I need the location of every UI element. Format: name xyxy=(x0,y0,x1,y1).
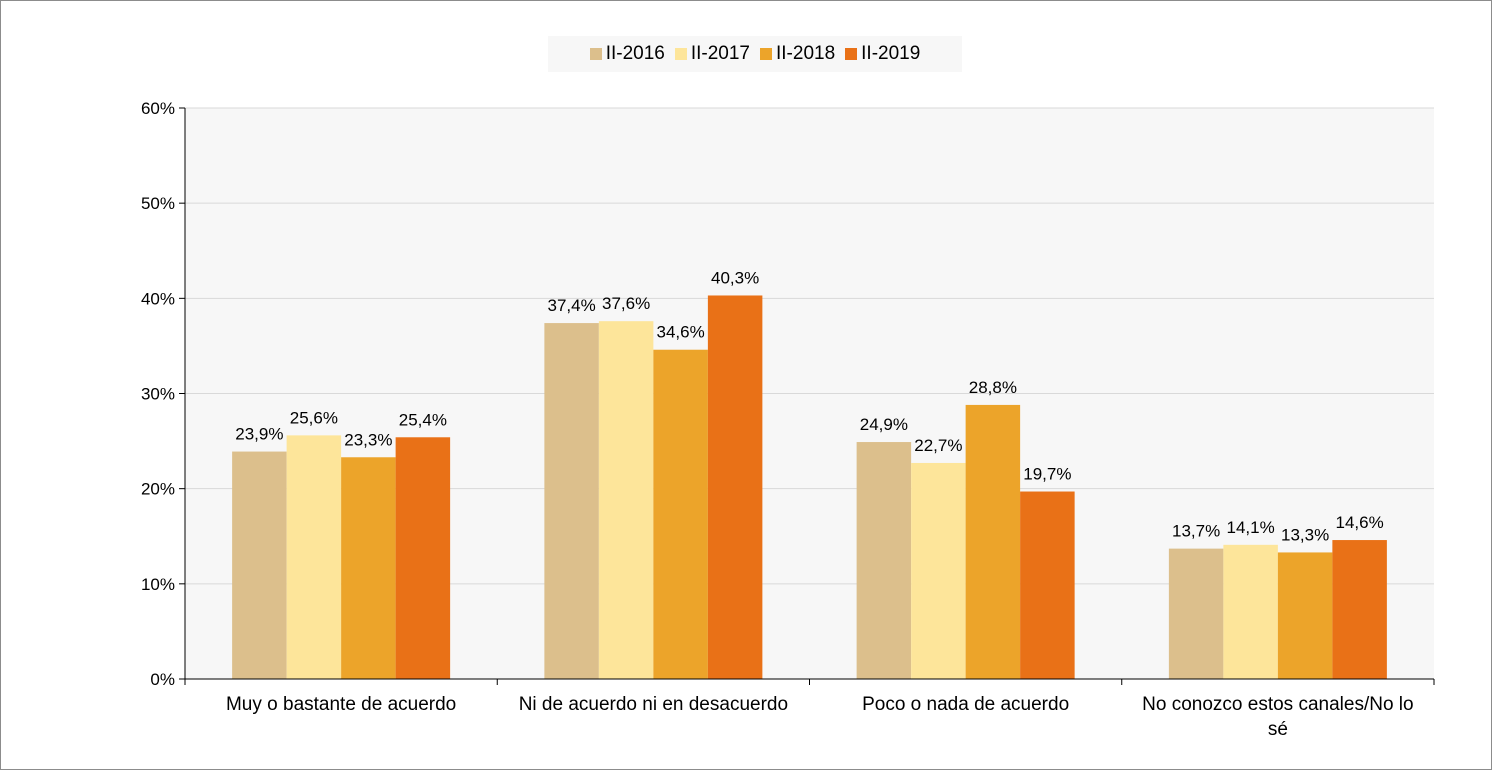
legend-label: II-2018 xyxy=(776,43,836,64)
data-label: 13,7% xyxy=(1172,522,1220,541)
x-category-label: Muy o bastante de acuerdo xyxy=(226,694,456,715)
data-label: 23,9% xyxy=(235,425,283,444)
data-label: 28,8% xyxy=(969,378,1017,397)
legend-swatch xyxy=(674,48,687,60)
data-label: 37,4% xyxy=(548,296,596,315)
legend-label: II-2019 xyxy=(861,43,921,64)
data-label: 24,9% xyxy=(860,415,908,434)
bar xyxy=(1277,552,1333,679)
bar xyxy=(1168,548,1224,679)
bar xyxy=(1332,540,1387,679)
x-axis-categories: Muy o bastante de acuerdo Ni de acuerdo n… xyxy=(226,694,1414,740)
bar xyxy=(544,323,599,679)
y-tick-label: 0% xyxy=(150,670,175,689)
legend-swatch xyxy=(845,48,858,60)
y-tick-label: 10% xyxy=(141,575,175,594)
bar xyxy=(653,349,708,679)
data-label: 14,1% xyxy=(1227,518,1275,537)
data-label: 37,6% xyxy=(602,294,650,313)
bar xyxy=(341,457,396,679)
bar xyxy=(598,321,654,679)
legend: II-2016 II-2017 II-2018 II-2019 xyxy=(548,36,962,72)
y-tick-label: 50% xyxy=(141,194,175,213)
y-tick-label: 30% xyxy=(141,385,175,404)
legend-item: II-2017 xyxy=(674,43,750,65)
x-category-label: Ni de acuerdo ni en desacuerdo xyxy=(519,694,788,715)
bar xyxy=(286,435,342,679)
legend-label: II-2016 xyxy=(605,43,665,64)
legend-item: II-2016 xyxy=(589,43,665,65)
data-label: 23,3% xyxy=(344,430,392,449)
bar xyxy=(395,437,451,679)
x-category-label: No conozco estos canales/No lo xyxy=(1142,694,1413,715)
data-label: 14,6% xyxy=(1336,513,1384,532)
data-label: 13,3% xyxy=(1281,525,1329,544)
legend-label: II-2017 xyxy=(690,43,750,64)
bar xyxy=(965,404,1021,679)
legend-item: II-2018 xyxy=(760,43,835,65)
data-label: 40,3% xyxy=(711,268,759,287)
bars xyxy=(232,295,1387,679)
data-labels: 23,9% 25,6% 23,3% 25,4% 37,4% 37,6% 34,6% 40,3%… xyxy=(235,268,1383,544)
x-category-label: sé xyxy=(1268,719,1288,740)
data-label: 25,4% xyxy=(399,410,447,429)
legend-swatch xyxy=(760,48,772,60)
bar xyxy=(232,451,287,679)
x-category-label: Poco o nada de acuerdo xyxy=(862,694,1069,715)
y-tick-label: 40% xyxy=(141,289,175,308)
bar xyxy=(856,442,912,679)
data-label: 19,7% xyxy=(1023,465,1071,484)
data-label: 34,6% xyxy=(657,323,705,342)
bar xyxy=(1223,544,1278,679)
data-label: 22,7% xyxy=(914,436,962,455)
y-tick-label: 60% xyxy=(141,99,175,118)
y-axis-ticks: 0% 10% 20% 30% 40% 50% 60% xyxy=(141,99,185,689)
legend-item: II-2019 xyxy=(845,43,920,65)
bar xyxy=(707,295,763,679)
y-tick-label: 20% xyxy=(141,480,175,499)
bar xyxy=(1020,491,1075,679)
legend-swatch xyxy=(589,48,602,60)
data-label: 25,6% xyxy=(290,408,338,427)
bar xyxy=(911,462,966,679)
